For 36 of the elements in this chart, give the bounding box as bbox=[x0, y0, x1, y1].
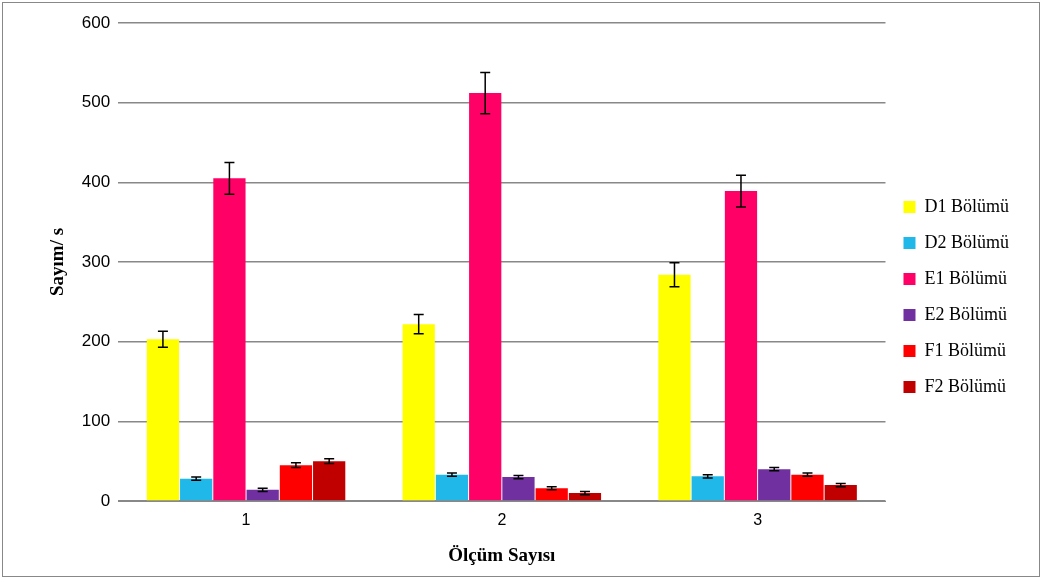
bar bbox=[502, 477, 535, 501]
legend-label: F1 Bölümü bbox=[924, 339, 1007, 360]
y-tick-label: 0 bbox=[100, 490, 111, 510]
x-axis-title: Ölçüm Sayısı bbox=[448, 543, 556, 565]
bar bbox=[758, 469, 791, 501]
bar bbox=[313, 461, 346, 501]
y-tick-label: 400 bbox=[81, 172, 111, 192]
bar bbox=[279, 465, 313, 501]
y-tick-label: 200 bbox=[81, 331, 111, 351]
bar bbox=[791, 474, 824, 501]
legend-label: E2 Bölümü bbox=[924, 303, 1008, 324]
legend-label: D2 Bölümü bbox=[924, 231, 1010, 252]
y-axis-title: Sayım/ s bbox=[46, 227, 68, 297]
bar bbox=[146, 339, 180, 501]
y-tick-label: 100 bbox=[81, 411, 111, 431]
bar bbox=[535, 488, 568, 501]
x-tick-label: 2 bbox=[497, 511, 507, 529]
legend-label: D1 Bölümü bbox=[924, 195, 1010, 216]
y-tick-label: 600 bbox=[81, 12, 111, 32]
x-tick-label: 1 bbox=[241, 511, 251, 529]
y-tick-label: 300 bbox=[81, 251, 111, 271]
bar bbox=[213, 178, 246, 501]
bar bbox=[658, 274, 691, 501]
y-tick-label: 500 bbox=[81, 92, 111, 112]
bar bbox=[435, 474, 469, 501]
legend-label: E1 Bölümü bbox=[924, 267, 1008, 288]
bar bbox=[724, 191, 758, 501]
legend-label: F2 Bölümü bbox=[924, 375, 1007, 396]
bar bbox=[402, 324, 435, 501]
bar bbox=[180, 478, 213, 501]
bar bbox=[568, 493, 602, 501]
bar bbox=[469, 93, 502, 501]
x-tick-label: 3 bbox=[753, 511, 763, 529]
bar bbox=[824, 485, 857, 501]
bar bbox=[691, 476, 724, 501]
bar bbox=[246, 489, 279, 501]
